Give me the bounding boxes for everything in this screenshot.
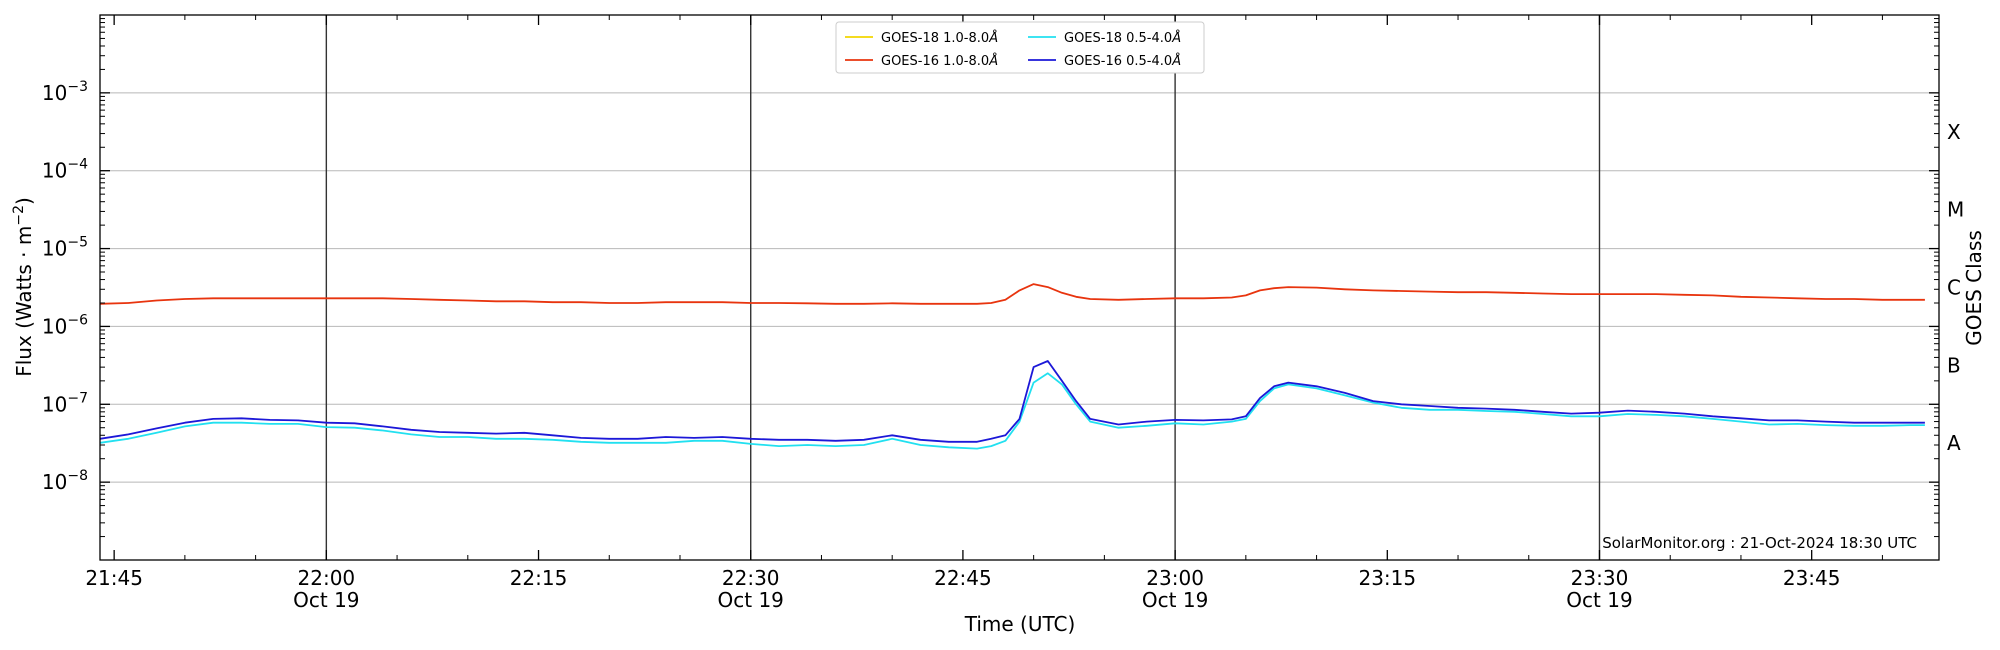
y-axis-title: Flux (Watts · m−2) <box>11 197 36 377</box>
legend-label-1: GOES-16 1.0-8.0Å <box>881 53 998 69</box>
x-tick-date-5: Oct 19 <box>1142 588 1208 612</box>
x-tick-date-3: Oct 19 <box>718 588 784 612</box>
x-tick-label-7: 23:30 <box>1571 566 1629 590</box>
x-tick-label-6: 23:15 <box>1358 566 1416 590</box>
legend-box <box>835 21 1205 74</box>
x-tick-date-7: Oct 19 <box>1566 588 1632 612</box>
right-axis-title: GOES Class <box>1962 230 1986 346</box>
y-axis-title-main: Flux (Watts · m <box>12 226 36 377</box>
goes-class-labels: A B C M X <box>1947 120 1964 455</box>
plot-frame <box>99 14 1940 561</box>
goes-class-label-x: X <box>1947 120 1961 144</box>
vertical-day-lines <box>325 15 1601 560</box>
y-tick-label-2: 10−6 <box>42 312 88 338</box>
x-tick-date-1: Oct 19 <box>293 588 359 612</box>
legend-label-3: GOES-16 0.5-4.0Å <box>1064 53 1181 69</box>
series-line-2 <box>99 372 1925 450</box>
y-tick-label-1: 10−7 <box>42 390 88 416</box>
goes-class-label-a: A <box>1947 431 1961 455</box>
credit-text: SolarMonitor.org : 21-Oct-2024 18:30 UTC <box>1602 534 1917 552</box>
y-tick-label-4: 10−4 <box>42 157 88 183</box>
series-line-1 <box>99 283 1925 305</box>
goes-class-label-c: C <box>1947 276 1961 300</box>
goes-class-label-m: M <box>1947 198 1964 222</box>
x-tick-label-8: 23:45 <box>1783 566 1841 590</box>
legend: GOES-18 1.0-8.0Å GOES-18 0.5-4.0Å GOES-16 … <box>835 21 1205 74</box>
x-axis-title: Time (UTC) <box>964 612 1076 636</box>
legend-label-2: GOES-18 0.5-4.0Å <box>1064 30 1181 46</box>
x-tick-label-5: 23:00 <box>1146 566 1204 590</box>
x-tick-label-0: 21:45 <box>85 566 143 590</box>
x-tick-label-4: 22:45 <box>934 566 992 590</box>
y-tick-label-5: 10−3 <box>42 79 88 105</box>
y-axis-ticks: 10−8 10−7 10−6 10−5 10−4 10−3 <box>42 18 1939 538</box>
x-tick-label-2: 22:15 <box>510 566 568 590</box>
series-lines <box>99 283 1925 450</box>
x-tick-label-1: 22:00 <box>298 566 356 590</box>
y-tick-label-0: 10−8 <box>42 468 88 494</box>
y-axis-title-exponent: −2 <box>11 205 27 226</box>
grid-lines <box>100 92 1939 483</box>
x-tick-label-3: 22:30 <box>722 566 780 590</box>
legend-label-0: GOES-18 1.0-8.0Å <box>881 30 998 46</box>
series-line-3 <box>99 360 1925 443</box>
y-axis-title-close: ) <box>12 197 36 205</box>
y-tick-label-3: 10−5 <box>42 235 88 261</box>
goes-class-label-b: B <box>1947 353 1961 377</box>
